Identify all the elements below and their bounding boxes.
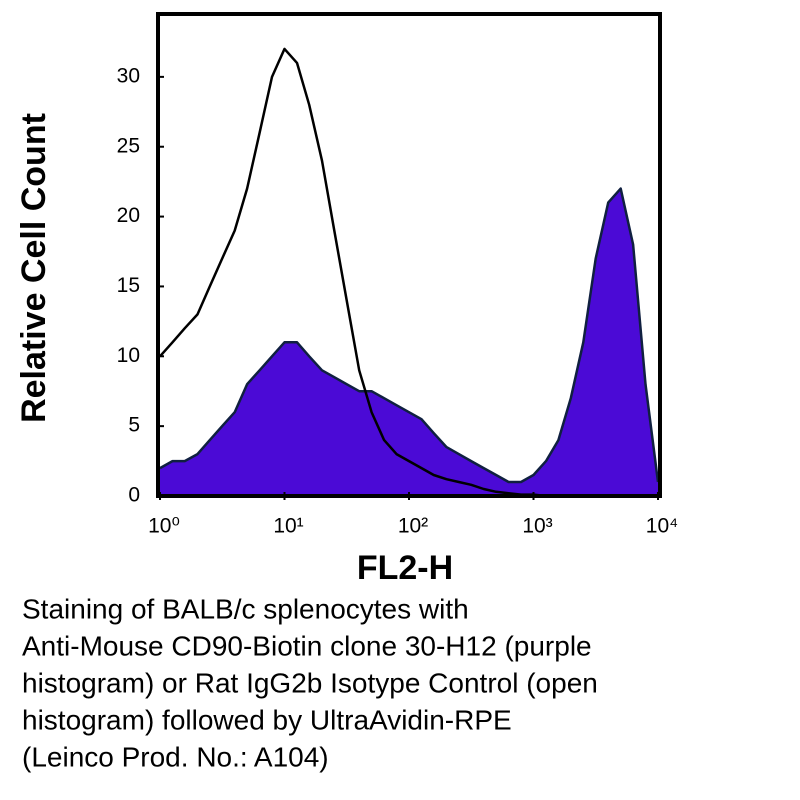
x-tick-label: 10¹ [273,515,303,538]
x-tick-label: 10⁰ [148,515,180,538]
y-tick-label: 25 [117,134,140,157]
caption-line: histogram) or Rat IgG2b Isotype Control … [22,667,598,698]
y-tick-label: 20 [117,204,140,227]
x-tick-label: 10³ [522,515,552,538]
histogram-line [159,187,660,484]
y-tick-label: 5 [128,414,140,437]
caption-line: (Leinco Prod. No.: A104) [22,741,329,772]
x-tick-label: 10⁴ [646,515,678,538]
caption-line: histogram) followed by UltraAvidin-RPE [22,704,512,735]
y-tick-label: 10 [117,344,140,367]
area-fill [160,188,658,496]
caption-line: Staining of BALB/c splenocytes with [22,593,469,624]
y-tick-label: 15 [117,274,140,297]
caption-line: Anti-Mouse CD90-Biotin clone 30-H12 (pur… [22,630,592,661]
x-tick-label: 10² [398,515,428,538]
y-tick-label: 30 [117,64,140,87]
y-tick-label: 0 [128,484,140,507]
x-axis-label: FL2-H [357,549,453,587]
y-axis-label: Relative Cell Count [15,113,53,423]
